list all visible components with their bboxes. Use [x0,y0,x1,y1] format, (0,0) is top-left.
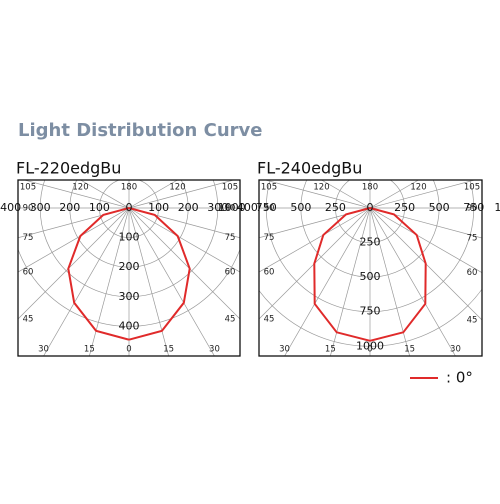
grid-spoke [18,207,130,320]
angle-label: 60 [23,268,34,278]
angle-label: 90 [264,204,275,214]
angle-label: 60 [264,268,275,278]
angle-label: 180 [121,183,137,193]
angle-label: 120 [410,183,426,193]
angle-label: 45 [23,315,34,325]
grid-spoke [369,207,482,273]
radial-label: 400 [119,319,140,332]
angle-label: 0 [126,345,131,355]
radial-label: 200 [119,260,140,273]
grid-spoke [369,180,419,209]
angle-label: 90 [467,204,478,214]
grid-spoke [128,207,240,320]
angle-label: 75 [467,234,478,244]
grid-spoke [128,207,240,273]
angle-label: 30 [279,345,290,355]
angle-label: 30 [450,345,461,355]
legend-label: : 0° [446,369,473,387]
plot-frame [17,179,241,357]
angle-label: 180 [362,183,378,193]
plot-frame [258,179,483,357]
radial-label: 0 [126,201,133,214]
radial-label: 300 [119,290,140,303]
radial-label: 200 [59,201,80,214]
angle-label: 120 [169,183,185,193]
angle-label: 60 [225,268,236,278]
radial-label: 500 [360,270,381,283]
angle-label: 45 [225,315,236,325]
angle-label: 75 [264,233,275,243]
grid-spoke [128,180,234,209]
radial-label: 750 [360,305,381,318]
radial-label: 250 [360,236,381,249]
radial-label: 300 [207,201,228,214]
chart-title: FL-240edgBu [257,159,362,178]
curve-mirror [67,207,130,341]
grid-spoke [128,180,178,209]
grid-spoke [18,207,130,273]
curve [128,207,191,341]
grid-spoke [259,207,371,273]
grid-spoke [24,180,130,209]
radial-label: 300 [30,201,51,214]
angle-label: 75 [23,233,34,243]
radial-label: 100 [119,231,140,244]
angle-label: 30 [38,345,49,355]
angle-label: 45 [264,315,275,325]
radial-label: 0 [367,201,374,214]
radial-label: 500 [290,201,311,214]
radial-label: 200 [178,201,199,214]
radial-label: 250 [394,201,415,214]
radial-label: 750 [256,201,277,214]
radial-label: 500 [429,201,450,214]
angle-label: 105 [222,183,238,193]
angle-label: 120 [313,183,329,193]
page-title: Light Distribution Curve [18,120,262,141]
grid-spoke [80,180,130,209]
angle-label: 15 [163,345,174,355]
curve [369,207,427,342]
plot [259,180,482,356]
grid-spoke [321,180,371,209]
angle-label: 15 [325,345,336,355]
curve-mirror [313,207,371,342]
radial-label: 1000 [218,201,246,214]
radial-label: 250 [325,201,346,214]
grid-spoke [369,180,475,209]
radial-label: 400 [0,201,21,214]
radial-label: 100 [89,201,110,214]
plot [18,180,240,356]
angle-label: 15 [404,345,415,355]
grid-spoke [369,207,456,356]
angle-label: 120 [72,183,88,193]
angle-label: 0 [367,345,372,355]
radial-label: 1000 [494,201,500,214]
angle-label: 105 [261,183,277,193]
chart-title: FL-220edgBu [16,159,121,178]
grid-spoke [43,207,130,356]
radial-label: 400 [237,201,258,214]
angle-label: 15 [84,345,95,355]
angle-label: 90 [225,204,236,214]
radial-label: 750 [463,201,484,214]
grid-spoke [128,207,215,356]
angle-label: 105 [464,183,480,193]
angle-label: 30 [209,345,220,355]
grid-spoke [265,180,371,209]
angle-label: 75 [225,233,236,243]
radial-label: 100 [148,201,169,214]
radial-label: 1000 [356,339,384,352]
grid-spoke [284,207,371,356]
angle-label: 60 [467,268,478,278]
angle-label: 105 [20,183,36,193]
angle-label: 90 [23,204,34,214]
angle-label: 45 [467,316,478,326]
